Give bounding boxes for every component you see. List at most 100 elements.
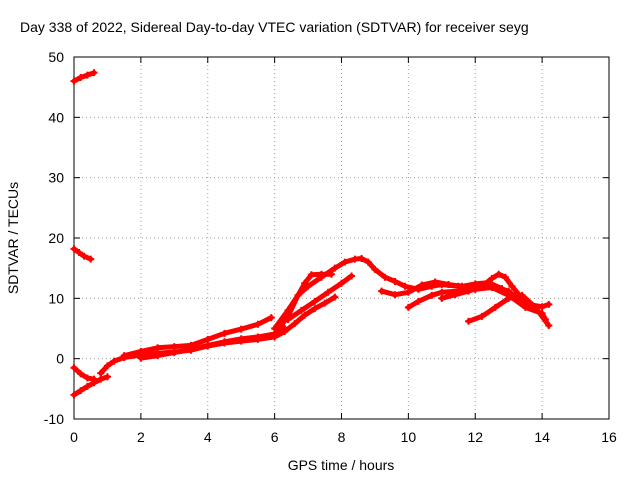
- data-point: [75, 248, 83, 256]
- data-point: [317, 270, 325, 278]
- data-point: [187, 346, 195, 354]
- data-point: [418, 281, 426, 289]
- data-point: [348, 272, 356, 280]
- data-point: [70, 364, 78, 372]
- data-point: [495, 270, 503, 278]
- data-point: [531, 303, 539, 311]
- data-point: [77, 387, 85, 395]
- data-point: [274, 326, 282, 334]
- data-point: [301, 311, 309, 319]
- data-point: [501, 273, 509, 281]
- series-line: [71, 246, 94, 262]
- grid-lines: [74, 57, 609, 419]
- data-point: [170, 349, 178, 357]
- data-point: [438, 288, 446, 296]
- data-point: [281, 325, 289, 332]
- data-point: [237, 335, 245, 343]
- x-tick-label: 8: [338, 429, 346, 445]
- series-track-13: [438, 270, 526, 302]
- series-track-6: [120, 314, 275, 360]
- data-point: [83, 382, 91, 390]
- data-point: [70, 77, 78, 85]
- data-point: [237, 325, 245, 333]
- data-point: [327, 270, 335, 278]
- data-point: [545, 300, 553, 308]
- data-point: [391, 291, 399, 299]
- data-point: [518, 291, 526, 299]
- data-point: [321, 299, 329, 307]
- y-tick-label: 30: [48, 170, 64, 186]
- series-track-10: [284, 272, 356, 323]
- data-point: [77, 74, 85, 82]
- data-point: [428, 291, 436, 299]
- data-point: [465, 317, 473, 325]
- x-tick-label: 2: [137, 429, 145, 445]
- data-point: [358, 255, 366, 263]
- data-point: [478, 282, 486, 290]
- data-series: [70, 69, 553, 399]
- data-point: [371, 265, 379, 273]
- y-tick-label: 20: [48, 230, 64, 246]
- series-track-14: [465, 291, 553, 329]
- data-point: [137, 354, 145, 362]
- x-tick-label: 6: [271, 429, 279, 445]
- y-tick-label: 0: [56, 351, 64, 367]
- y-tick-label: 40: [48, 109, 64, 125]
- data-point: [204, 341, 212, 349]
- data-point: [488, 282, 496, 290]
- y-tick-label: 50: [48, 49, 64, 65]
- data-point: [90, 69, 98, 77]
- series-line: [285, 273, 354, 322]
- data-point: [301, 279, 309, 287]
- data-point: [381, 273, 389, 281]
- data-point: [103, 362, 111, 370]
- data-point: [294, 291, 302, 299]
- data-point: [478, 312, 486, 320]
- data-point: [284, 315, 292, 323]
- data-point: [538, 303, 546, 311]
- x-tick-label: 12: [467, 429, 483, 445]
- data-point: [401, 282, 409, 290]
- data-point: [404, 303, 412, 311]
- series-track-7: [137, 325, 289, 362]
- data-point: [545, 321, 553, 329]
- series-line: [379, 279, 552, 310]
- series-track-2: [70, 245, 95, 263]
- series-line: [121, 315, 274, 359]
- data-point: [70, 391, 78, 399]
- x-tick-label: 0: [70, 429, 78, 445]
- data-point: [311, 305, 319, 313]
- data-point: [488, 274, 496, 282]
- y-tick-label: -10: [44, 411, 64, 427]
- data-point: [110, 357, 118, 365]
- data-point: [77, 370, 85, 378]
- data-point: [267, 314, 275, 322]
- data-point: [137, 347, 145, 355]
- data-point: [83, 71, 91, 79]
- x-tick-label: 4: [204, 429, 212, 445]
- data-point: [297, 306, 305, 314]
- data-point: [465, 287, 473, 295]
- data-point: [170, 343, 178, 351]
- data-point: [331, 264, 339, 272]
- data-point: [204, 335, 212, 343]
- x-tick-label: 10: [401, 429, 417, 445]
- data-point: [97, 375, 105, 383]
- data-point: [154, 344, 162, 352]
- chart-title: Day 338 of 2022, Sidereal Day-to-day VTE…: [20, 19, 529, 35]
- data-point: [220, 338, 228, 346]
- series-line: [138, 326, 288, 361]
- data-point: [505, 294, 513, 302]
- tick-labels: 0 2 4 6 8 10 12 14 16 -10 0 10 20 30 40 50: [44, 49, 617, 445]
- data-point: [404, 288, 412, 296]
- data-point: [103, 373, 111, 381]
- data-point: [90, 375, 98, 383]
- data-point: [414, 297, 422, 305]
- data-point: [83, 374, 91, 382]
- data-point: [438, 294, 446, 302]
- data-point: [154, 352, 162, 360]
- data-point: [311, 297, 319, 305]
- data-point: [80, 252, 88, 260]
- data-point: [331, 293, 339, 301]
